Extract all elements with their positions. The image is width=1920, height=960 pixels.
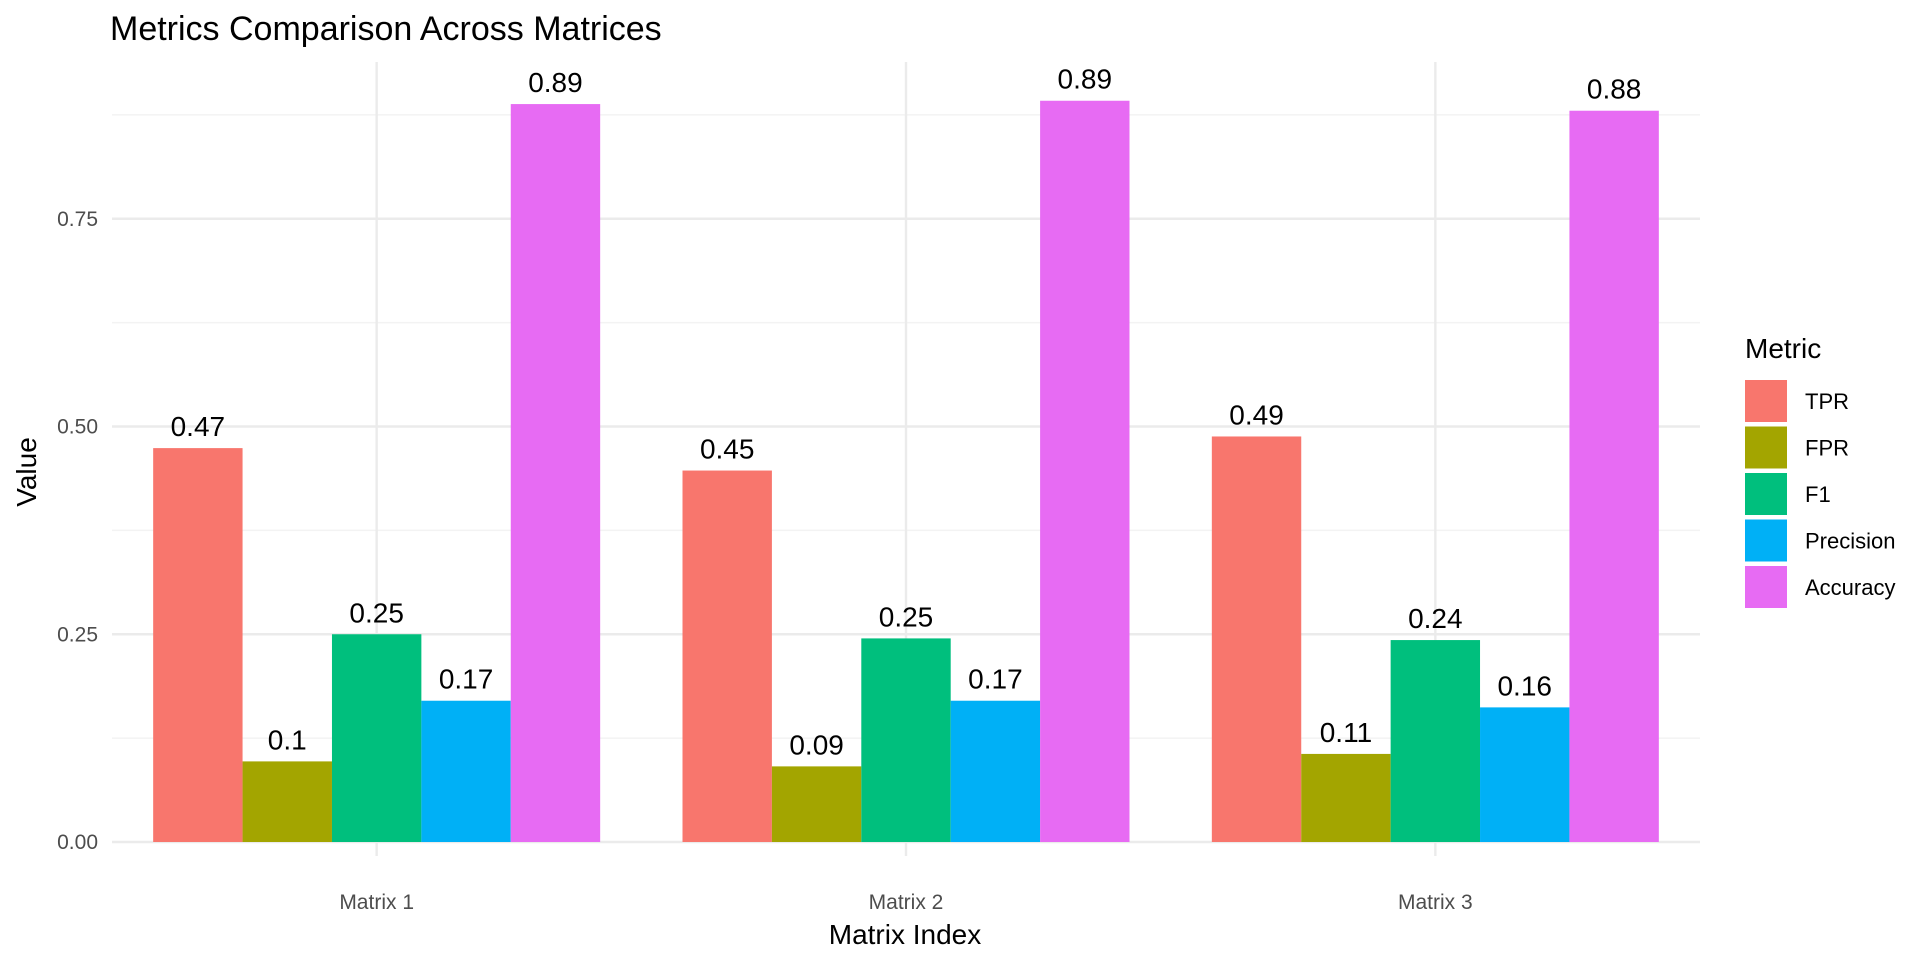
legend-label-fpr: FPR (1805, 436, 1849, 461)
y-tick-label: 0.50 (57, 416, 98, 439)
legend-key-accuracy (1745, 566, 1787, 608)
bar-tpr-2 (682, 470, 772, 842)
bar-precision-3 (1480, 707, 1570, 842)
data-label: 0.17 (439, 664, 494, 695)
legend-title: Metric (1745, 333, 1821, 364)
bar-fpr-2 (771, 766, 862, 842)
data-label: 0.49 (1229, 399, 1284, 430)
legend-key-precision (1745, 519, 1787, 562)
x-tick-label: Matrix 2 (869, 891, 944, 914)
data-label: 0.1 (268, 724, 307, 755)
legend-key-fpr (1745, 426, 1787, 469)
legend-label-f1: F1 (1805, 482, 1831, 507)
bar-precision-1 (421, 700, 511, 842)
x-tick-label: Matrix 3 (1398, 891, 1473, 914)
data-label: 0.89 (1058, 64, 1113, 95)
bar-fpr-1 (242, 761, 332, 842)
bar-accuracy-1 (510, 104, 601, 842)
data-label: 0.25 (349, 597, 404, 628)
legend-label-tpr: TPR (1805, 389, 1849, 414)
legend-key-f1 (1745, 473, 1787, 515)
data-labels: 0.47 0.1 0.25 0.17 0.89 0.45 0.09 0.25 0.17 0.89 0… (171, 64, 1642, 761)
bar-f1-3 (1390, 640, 1481, 842)
x-axis-ticks: Matrix 1 Matrix 2 Matrix 3 (339, 891, 1472, 914)
data-label: 0.47 (171, 411, 226, 442)
legend-label-accuracy: Accuracy (1805, 575, 1895, 600)
bar-tpr-1 (153, 448, 243, 842)
bar-precision-2 (950, 700, 1041, 842)
bar-fpr-3 (1301, 753, 1391, 842)
y-tick-label: 0.00 (57, 831, 98, 854)
y-tick-label: 0.25 (57, 623, 98, 646)
legend: Metric TPR FPR F1 Precision Accuracy (1745, 333, 1895, 608)
bars (153, 100, 1659, 843)
y-tick-label: 0.75 (57, 208, 98, 231)
data-label: 0.17 (968, 664, 1023, 695)
chart-title: Metrics Comparison Across Matrices (110, 10, 662, 48)
y-axis-ticks: 0.00 0.25 0.50 0.75 (57, 208, 98, 854)
x-tick-label: Matrix 1 (339, 891, 414, 914)
data-label: 0.88 (1587, 74, 1642, 105)
legend-key-tpr (1745, 380, 1787, 422)
bar-tpr-3 (1211, 436, 1302, 842)
data-label: 0.89 (528, 67, 583, 98)
data-label: 0.09 (789, 729, 844, 760)
bar-accuracy-2 (1040, 100, 1130, 843)
data-label: 0.11 (1320, 717, 1372, 748)
bar-accuracy-3 (1569, 110, 1659, 843)
data-label: 0.16 (1497, 670, 1552, 701)
y-axis-title: Value (11, 437, 42, 507)
data-label: 0.45 (700, 434, 755, 465)
x-axis-title: Matrix Index (829, 919, 982, 950)
legend-label-precision: Precision (1805, 529, 1895, 554)
data-label: 0.25 (879, 601, 934, 632)
bar-f1-1 (331, 634, 422, 842)
bar-f1-2 (861, 638, 951, 842)
data-label: 0.24 (1408, 603, 1463, 634)
